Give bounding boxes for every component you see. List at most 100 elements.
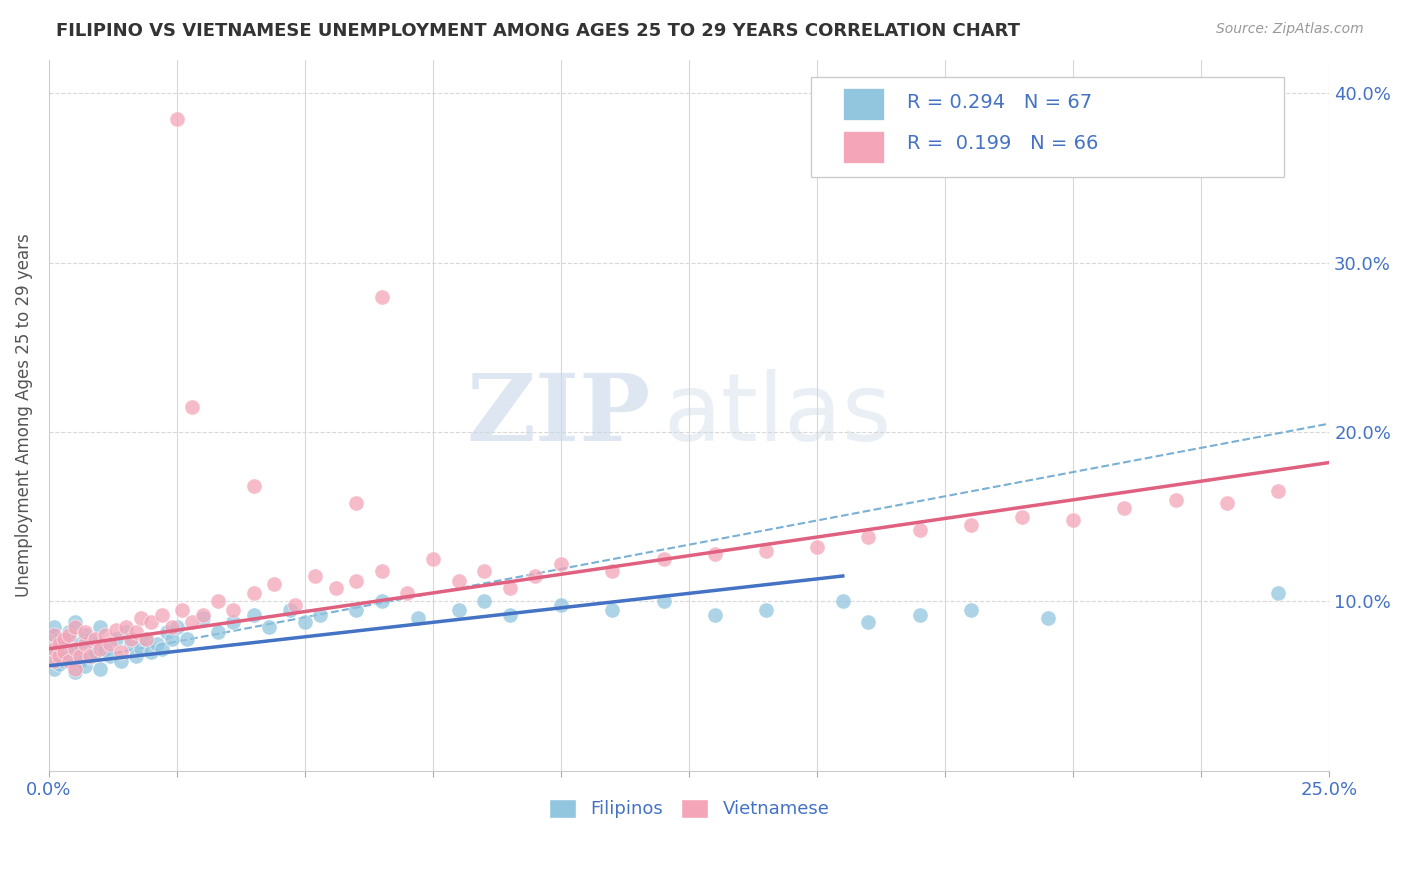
Point bbox=[550, 598, 572, 612]
Point bbox=[1036, 611, 1059, 625]
Point bbox=[304, 569, 326, 583]
Point bbox=[652, 552, 675, 566]
Point bbox=[84, 632, 107, 646]
Point bbox=[257, 620, 280, 634]
Point bbox=[1267, 484, 1289, 499]
Point bbox=[371, 564, 394, 578]
Point bbox=[53, 645, 76, 659]
Point bbox=[1216, 496, 1239, 510]
FancyBboxPatch shape bbox=[842, 88, 884, 120]
Point bbox=[309, 607, 332, 622]
Point bbox=[63, 615, 86, 629]
Point bbox=[110, 645, 132, 659]
Point bbox=[53, 632, 76, 646]
Point bbox=[48, 641, 70, 656]
Point bbox=[172, 603, 194, 617]
Point bbox=[207, 594, 229, 608]
Point bbox=[110, 654, 132, 668]
Point bbox=[114, 620, 136, 634]
Point bbox=[129, 611, 152, 625]
Point bbox=[243, 479, 266, 493]
Point bbox=[1062, 513, 1084, 527]
Point bbox=[53, 654, 76, 668]
Point bbox=[42, 662, 65, 676]
Point bbox=[524, 569, 547, 583]
Point bbox=[94, 641, 117, 656]
Point bbox=[1114, 501, 1136, 516]
Point bbox=[63, 620, 86, 634]
Point bbox=[472, 564, 495, 578]
Point bbox=[79, 648, 101, 663]
Point bbox=[48, 657, 70, 671]
Point bbox=[156, 624, 179, 639]
Point bbox=[499, 607, 522, 622]
Point bbox=[84, 645, 107, 659]
Text: FILIPINO VS VIETNAMESE UNEMPLOYMENT AMONG AGES 25 TO 29 YEARS CORRELATION CHART: FILIPINO VS VIETNAMESE UNEMPLOYMENT AMON… bbox=[56, 22, 1021, 40]
Point bbox=[243, 586, 266, 600]
Point bbox=[263, 577, 285, 591]
Text: R = 0.294   N = 67: R = 0.294 N = 67 bbox=[907, 93, 1092, 112]
Point bbox=[284, 598, 307, 612]
Point bbox=[79, 632, 101, 646]
Point bbox=[344, 574, 367, 588]
Point bbox=[371, 594, 394, 608]
Point bbox=[600, 603, 623, 617]
Point bbox=[42, 637, 65, 651]
Point bbox=[806, 540, 828, 554]
FancyBboxPatch shape bbox=[842, 131, 884, 162]
Point bbox=[63, 641, 86, 656]
Point bbox=[58, 624, 80, 639]
Point bbox=[125, 624, 148, 639]
Point bbox=[325, 581, 347, 595]
Point bbox=[472, 594, 495, 608]
Point bbox=[499, 581, 522, 595]
Point bbox=[150, 607, 173, 622]
Point bbox=[344, 496, 367, 510]
Point bbox=[114, 624, 136, 639]
Point bbox=[243, 607, 266, 622]
Point bbox=[222, 603, 245, 617]
Point bbox=[89, 641, 111, 656]
Point bbox=[831, 594, 853, 608]
Point bbox=[69, 648, 91, 663]
Point bbox=[42, 654, 65, 668]
Point bbox=[755, 543, 778, 558]
Point bbox=[100, 648, 122, 663]
Point bbox=[58, 635, 80, 649]
Point bbox=[120, 637, 142, 651]
Point bbox=[278, 603, 301, 617]
Point bbox=[447, 603, 470, 617]
Point bbox=[42, 645, 65, 659]
Point bbox=[63, 645, 86, 659]
Point bbox=[48, 648, 70, 663]
Point bbox=[1011, 509, 1033, 524]
Point bbox=[129, 641, 152, 656]
Point bbox=[858, 615, 880, 629]
Point bbox=[160, 620, 183, 634]
Point bbox=[73, 628, 96, 642]
Point bbox=[94, 628, 117, 642]
Point bbox=[135, 632, 157, 646]
Point bbox=[104, 632, 127, 646]
FancyBboxPatch shape bbox=[811, 78, 1285, 177]
Point bbox=[222, 615, 245, 629]
Text: atlas: atlas bbox=[664, 369, 891, 461]
Point bbox=[63, 662, 86, 676]
Point bbox=[120, 632, 142, 646]
Point bbox=[79, 650, 101, 665]
Point bbox=[1164, 492, 1187, 507]
Legend: Filipinos, Vietnamese: Filipinos, Vietnamese bbox=[541, 792, 837, 826]
Point bbox=[755, 603, 778, 617]
Point bbox=[89, 620, 111, 634]
Point bbox=[166, 620, 188, 634]
Text: Source: ZipAtlas.com: Source: ZipAtlas.com bbox=[1216, 22, 1364, 37]
Point bbox=[703, 547, 725, 561]
Point bbox=[422, 552, 444, 566]
Point bbox=[48, 632, 70, 646]
Point bbox=[176, 632, 198, 646]
Point bbox=[104, 623, 127, 637]
Point bbox=[125, 648, 148, 663]
Point bbox=[100, 637, 122, 651]
Point bbox=[959, 518, 981, 533]
Point bbox=[191, 611, 214, 625]
